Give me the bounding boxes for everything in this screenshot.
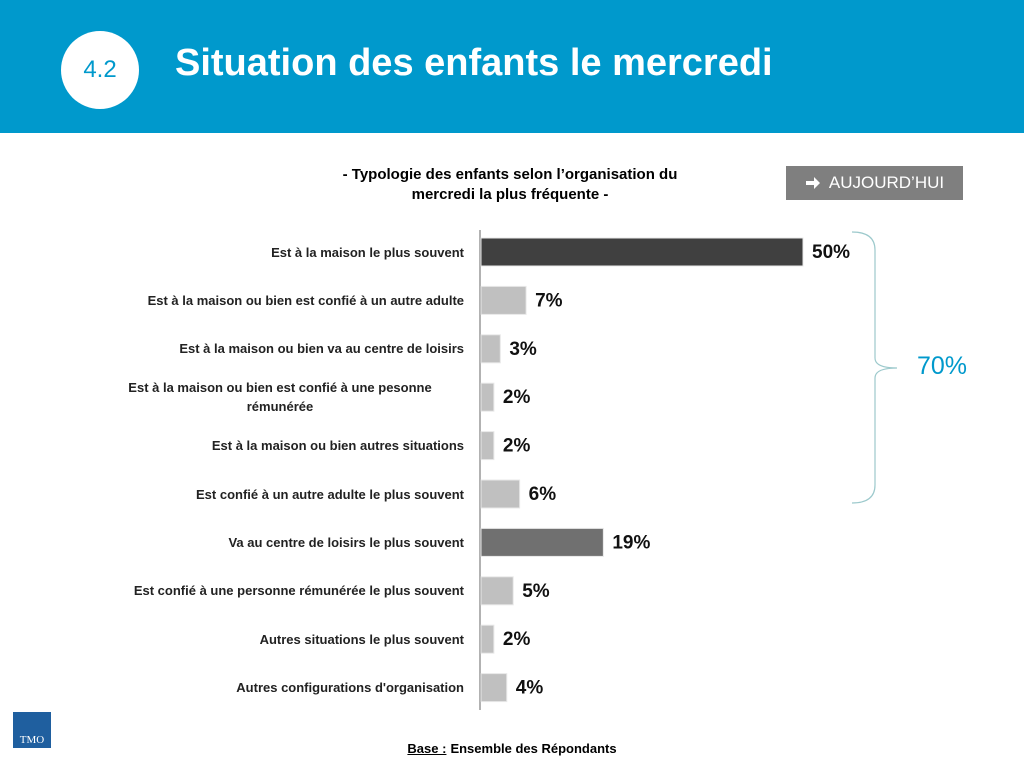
base-text: Ensemble des Répondants [450, 741, 617, 756]
value-label: 7% [535, 290, 563, 311]
category-label-box: Autres situations le plus souvent [260, 630, 464, 649]
category-label-box: Autres configurations d'organisation [236, 678, 464, 697]
category-label: Est à la maison ou bien est confié à une… [128, 380, 432, 415]
value-label: 2% [503, 436, 531, 457]
logo: TMO [13, 712, 51, 748]
category-label: Est à la maison ou bien va au centre de … [179, 341, 464, 357]
value-label: 5% [522, 581, 550, 602]
chart-title: - Typologie des enfants selon l’organisa… [342, 166, 678, 203]
bar [480, 673, 508, 703]
section-number: 4.2 [61, 31, 139, 109]
category-label: Est à la maison ou bien est confié à un … [147, 292, 464, 308]
bar [480, 382, 495, 412]
value-label: 4% [516, 678, 544, 699]
value-label: 6% [529, 484, 557, 505]
category-label: Est à la maison ou bien autres situation… [211, 438, 464, 454]
bar [480, 479, 521, 509]
bar [480, 576, 514, 606]
bracket [851, 231, 898, 504]
slide-title: Situation des enfants le mercredi [175, 42, 773, 84]
button-label: AUJOURD’HUI [828, 173, 945, 192]
bar [480, 285, 527, 315]
category-label-box: Est confié à une personne rémunérée le p… [134, 581, 464, 600]
category-label-box: Va au centre de loisirs le plus souvent [228, 533, 464, 552]
bar [480, 624, 495, 654]
annotation: 70% [917, 352, 968, 380]
bar [480, 527, 604, 557]
bar [480, 237, 804, 267]
period-button[interactable]: AUJOURD’HUI [786, 166, 963, 200]
category-label-box: Est à la maison le plus souvent [271, 243, 464, 262]
value-label: 2% [503, 387, 531, 408]
value-label: 2% [503, 629, 531, 650]
category-label: Est à la maison le plus souvent [271, 244, 464, 260]
value-label: 50% [812, 242, 850, 263]
base-label: Base : [407, 741, 447, 756]
category-label: Autres situations le plus souvent [259, 631, 464, 647]
footer: Base : Ensemble des Répondants [0, 741, 1024, 756]
bar [480, 431, 495, 461]
category-label-box: Est à la maison ou bien est confié à un … [148, 291, 464, 310]
category-label-box: Est à la maison ou bien autres situation… [212, 436, 464, 455]
header-band [0, 0, 1024, 133]
value-label: 19% [612, 532, 650, 553]
category-label: Autres configurations d'organisation [236, 680, 464, 696]
arrow-icon [805, 177, 820, 189]
value-label: 3% [509, 339, 537, 360]
category-label: Est confié à une personne rémunérée le p… [133, 583, 464, 599]
category-label-box: Est confié à un autre adulte le plus sou… [196, 485, 464, 504]
category-label-box: Est à la maison ou bien est confié à une… [96, 378, 464, 416]
category-label: Est confié à un autre adulte le plus sou… [196, 486, 464, 502]
bar [480, 334, 501, 364]
category-label: Va au centre de loisirs le plus souvent [228, 534, 464, 550]
category-label-box: Est à la maison ou bien va au centre de … [179, 339, 464, 358]
